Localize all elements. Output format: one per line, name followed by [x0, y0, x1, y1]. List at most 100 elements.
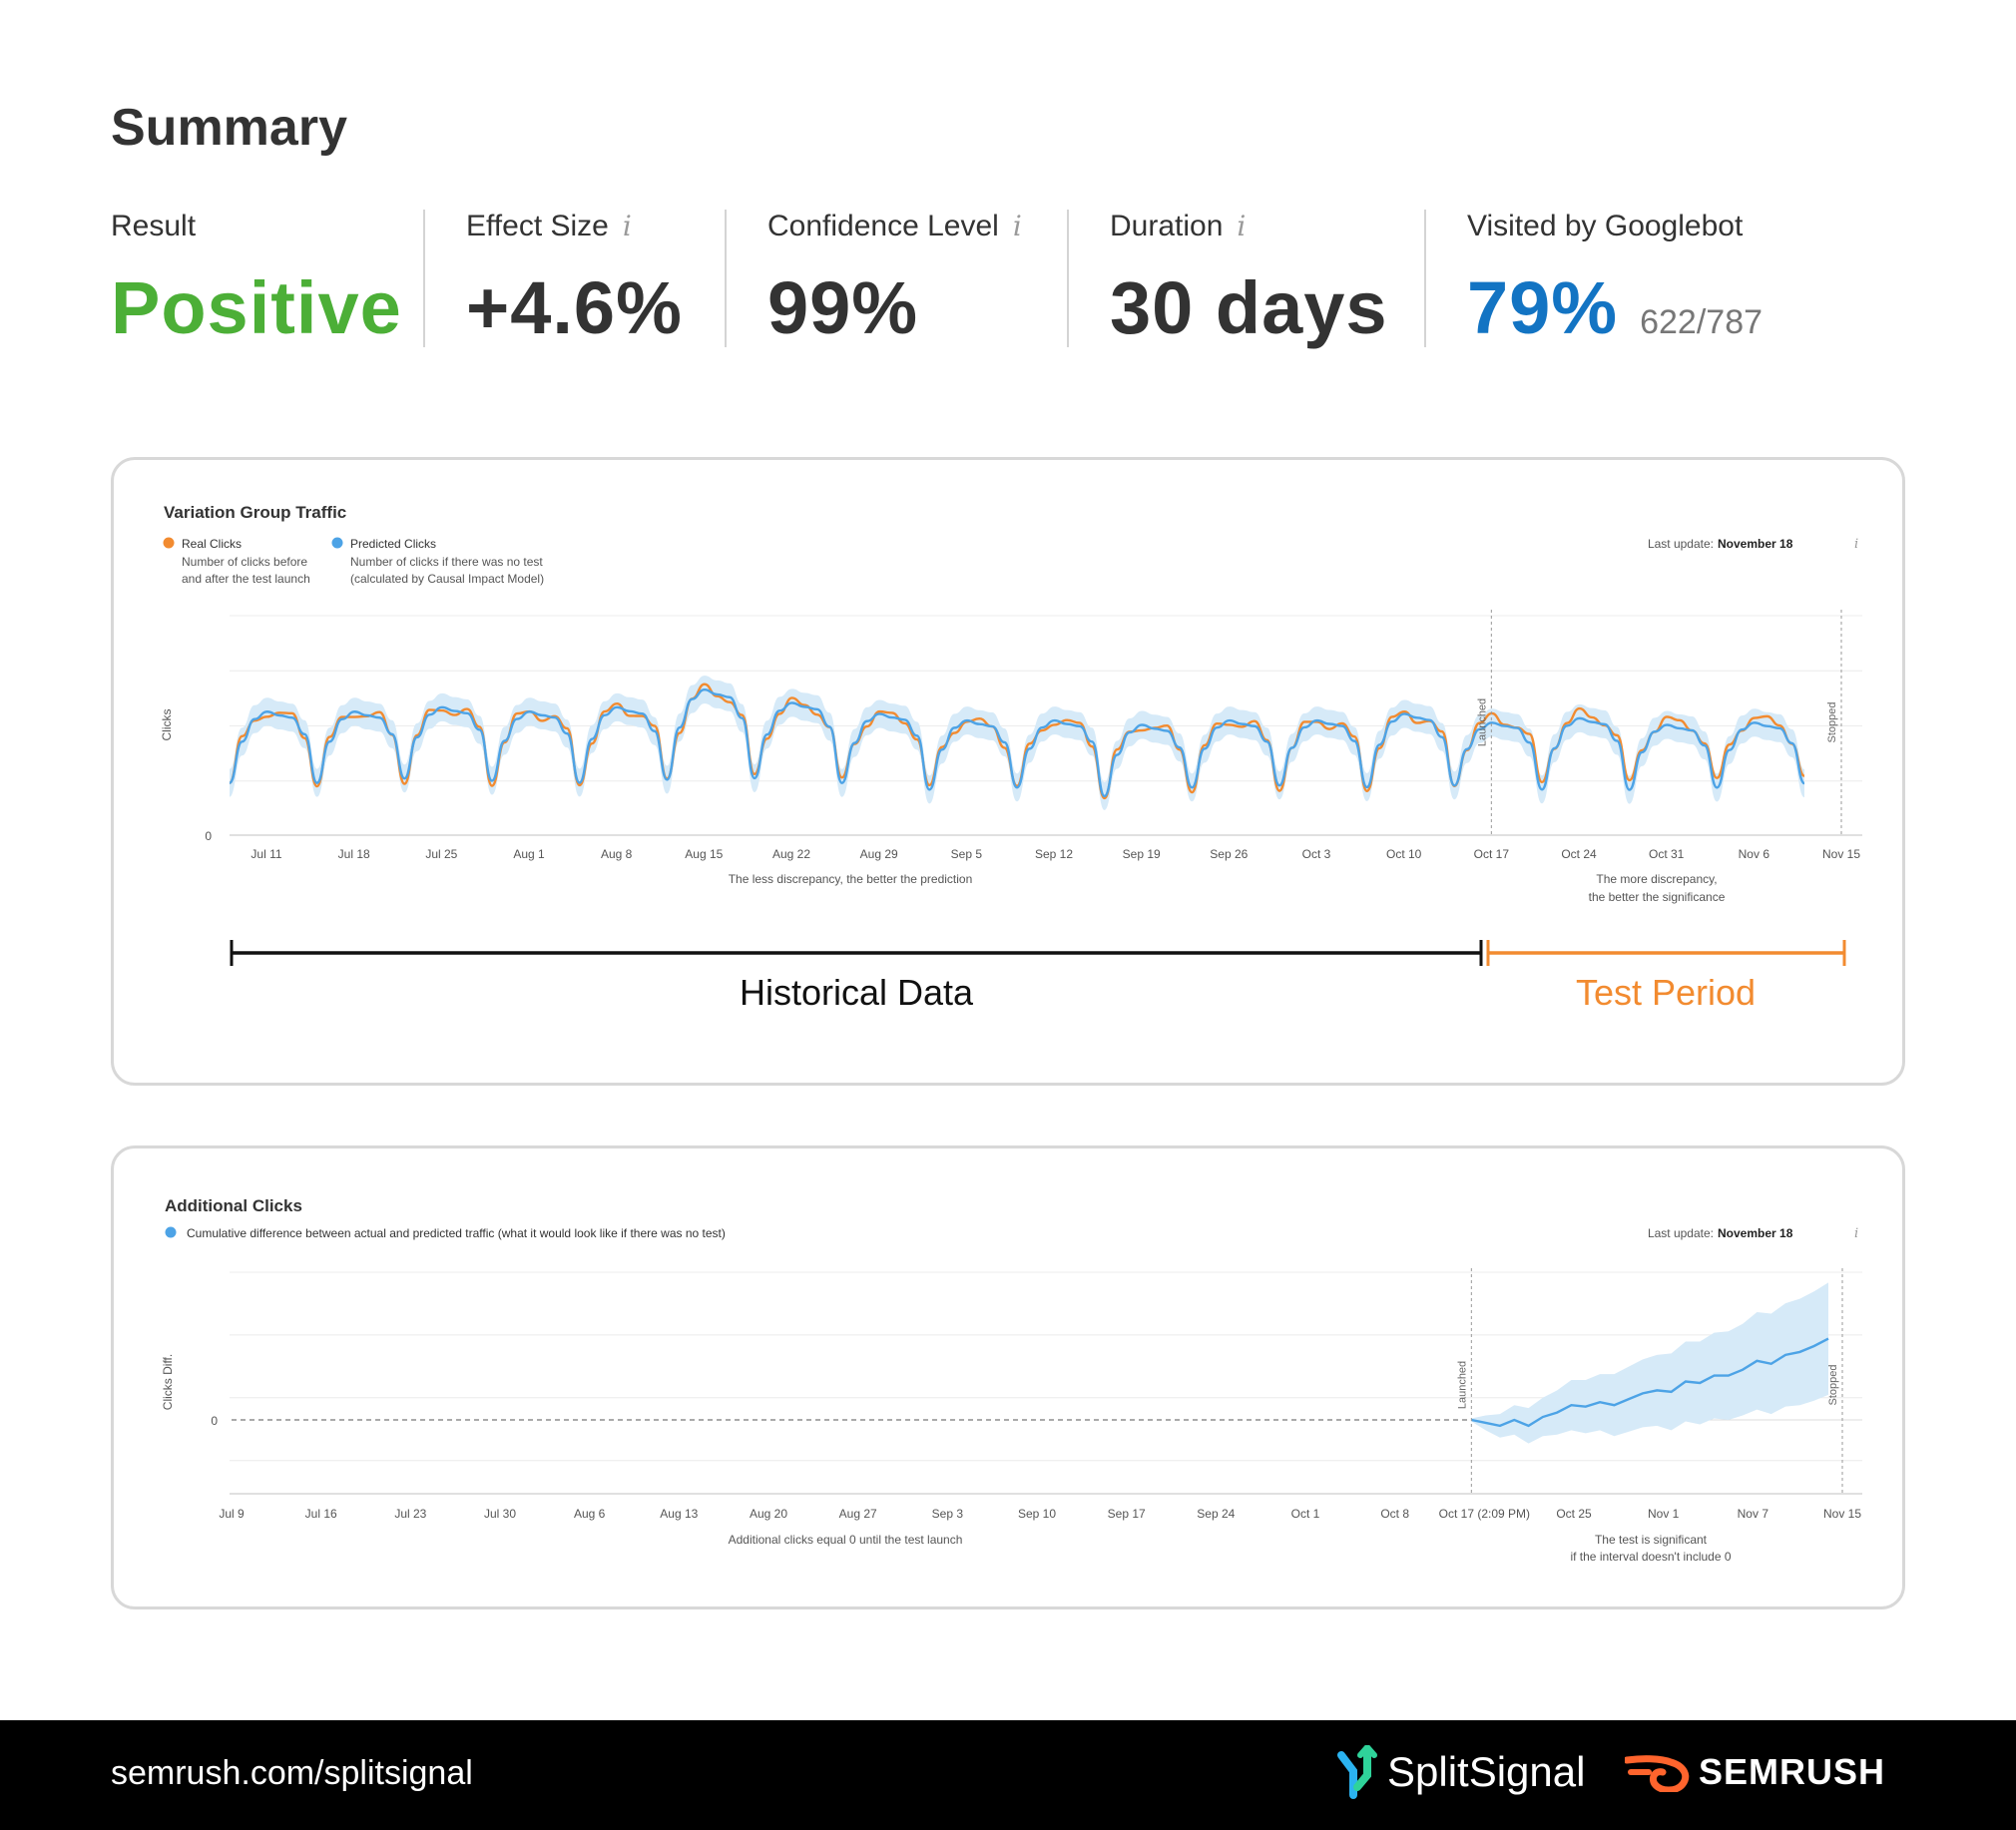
legend-desc: Number of clicks if there was no test: [350, 555, 543, 569]
historical-data-label: Historical Data: [740, 972, 974, 1013]
y-axis-label: Clicks Diff.: [161, 1354, 175, 1410]
metric-effect-size: Effect Size i +4.6%: [466, 210, 683, 349]
footer: semrush.com/splitsignal SplitSignal SEMR…: [0, 1720, 2016, 1830]
divider: [1424, 210, 1426, 347]
legend-desc: and after the test launch: [182, 572, 310, 586]
info-icon: i: [1854, 537, 1858, 552]
x-tick-label: Oct 3: [1302, 847, 1331, 861]
x-tick-label: Aug 20: [750, 1507, 787, 1521]
x-tick-label: Aug 29: [860, 847, 898, 861]
last-update-value: November 18: [1718, 1226, 1793, 1240]
x-tick-label: Sep 5: [951, 847, 983, 861]
x-tick-label: Aug 27: [839, 1507, 877, 1521]
annotation-right: The more discrepancy,: [1596, 872, 1717, 886]
x-tick-label: Jul 16: [305, 1507, 337, 1521]
last-update-value: November 18: [1718, 537, 1793, 551]
cumulative-difference-line: [1471, 1337, 1829, 1428]
metric-duration: Duration i 30 days: [1110, 210, 1388, 349]
prediction-interval-band: [230, 676, 1804, 810]
x-tick-label: Sep 19: [1123, 847, 1161, 861]
x-tick-label: Aug 8: [601, 847, 633, 861]
x-tick-label: Jul 25: [425, 847, 457, 861]
brand-splitsignal: SplitSignal: [1387, 1748, 1586, 1795]
metrics-row: Result Positive Effect Size i +4.6% Confi…: [111, 210, 1907, 349]
x-tick-label: Aug 6: [574, 1507, 606, 1521]
legend-desc: (calculated by Causal Impact Model): [350, 572, 544, 586]
metric-value: 99%: [767, 266, 919, 349]
x-tick-label: Sep 26: [1210, 847, 1248, 861]
legend-marker-1: [331, 537, 343, 549]
x-tick-label: Sep 3: [932, 1507, 964, 1521]
y-tick-label: 0: [205, 829, 212, 843]
metric-sub: 622/787: [1640, 303, 1764, 341]
x-tick-label: Oct 10: [1386, 847, 1422, 861]
x-tick-label: Aug 1: [513, 847, 545, 861]
annotation-left: Additional clicks equal 0 until the test…: [729, 1533, 963, 1547]
semrush-logo: SEMRUSH: [1625, 1742, 1885, 1802]
metric-label: Duration i: [1110, 210, 1247, 242]
annotation-right: if the interval doesn't include 0: [1570, 1550, 1731, 1564]
launched-label: Launched: [1456, 1361, 1468, 1409]
last-update-label: Last update:: [1648, 1226, 1714, 1240]
summary-title: Summary: [111, 99, 347, 157]
chart-title: Additional Clicks: [165, 1196, 302, 1215]
x-tick-label: Nov 1: [1648, 1507, 1680, 1521]
chart-title: Variation Group Traffic: [164, 503, 346, 522]
predicted-clicks-line: [228, 687, 1806, 798]
x-tick-label: Aug 22: [772, 847, 810, 861]
info-icon: i: [1854, 1226, 1858, 1241]
legend-name: Predicted Clicks: [350, 537, 436, 551]
x-tick-label: Oct 24: [1561, 847, 1597, 861]
brand-semrush: SEMRUSH: [1699, 1751, 1886, 1792]
legend-marker-0: [163, 537, 175, 549]
x-tick-label: Sep 17: [1108, 1507, 1146, 1521]
x-tick-label: Jul 9: [219, 1507, 245, 1521]
stopped-label: Stopped: [1827, 1365, 1839, 1406]
legend-name: Cumulative difference between actual and…: [187, 1226, 726, 1240]
x-tick-label: Jul 18: [338, 847, 370, 861]
x-tick-label: Oct 1: [1291, 1507, 1320, 1521]
x-tick-label: Oct 8: [1380, 1507, 1409, 1521]
annotation-right: the better the significance: [1589, 890, 1726, 904]
metric-result: Result Positive: [111, 210, 402, 349]
x-tick-label: Sep 24: [1197, 1507, 1235, 1521]
info-icon[interactable]: i: [1237, 210, 1247, 242]
x-tick-label: Aug 15: [685, 847, 723, 861]
legend-desc: Number of clicks before: [182, 555, 307, 569]
semrush-flame-icon: [1625, 1755, 1690, 1792]
last-update-label: Last update:: [1648, 537, 1714, 551]
metric-label: Confidence Level i: [767, 210, 1022, 242]
metric-confidence-level: Confidence Level i 99%: [767, 210, 1022, 349]
confidence-interval-band: [1471, 1282, 1828, 1444]
annotation-left: The less discrepancy, the better the pre…: [729, 872, 973, 886]
additional-clicks-card: Additional Clicks Cumulative difference b…: [111, 1145, 1905, 1609]
divider: [423, 210, 425, 347]
y-axis-label: Clicks: [160, 709, 174, 741]
stopped-label: Stopped: [1826, 702, 1838, 743]
info-icon[interactable]: i: [622, 210, 632, 242]
metric-value: 79% 622/787: [1467, 266, 1764, 349]
legend-marker: [165, 1226, 177, 1238]
x-tick-label: Oct 17 (2:09 PM): [1439, 1507, 1530, 1521]
metric-value: Positive: [111, 266, 402, 349]
splitsignal-icon: [1337, 1745, 1377, 1799]
x-tick-label: Oct 31: [1649, 847, 1685, 861]
launched-label: Launched: [1476, 698, 1488, 746]
divider: [1067, 210, 1069, 347]
divider: [725, 210, 727, 347]
metric-googlebot: Visited by Googlebot 79% 622/787: [1467, 210, 1763, 349]
info-icon[interactable]: i: [1012, 210, 1022, 242]
annotation-right: The test is significant: [1595, 1533, 1708, 1547]
splitsignal-logo: SplitSignal: [1333, 1742, 1585, 1802]
additional-clicks-chart: Additional Clicks Cumulative difference b…: [161, 1196, 1862, 1564]
metric-value: 30 days: [1110, 266, 1388, 349]
x-tick-label: Nov 7: [1738, 1507, 1769, 1521]
footer-url[interactable]: semrush.com/splitsignal: [111, 1754, 473, 1792]
metric-label: Visited by Googlebot: [1467, 210, 1744, 242]
x-tick-label: Oct 17: [1474, 847, 1510, 861]
metric-label: Result: [111, 210, 197, 242]
x-tick-label: Oct 25: [1556, 1507, 1592, 1521]
x-tick-label: Sep 12: [1035, 847, 1073, 861]
real-clicks-line: [228, 683, 1805, 800]
x-tick-label: Nov 15: [1823, 1507, 1861, 1521]
